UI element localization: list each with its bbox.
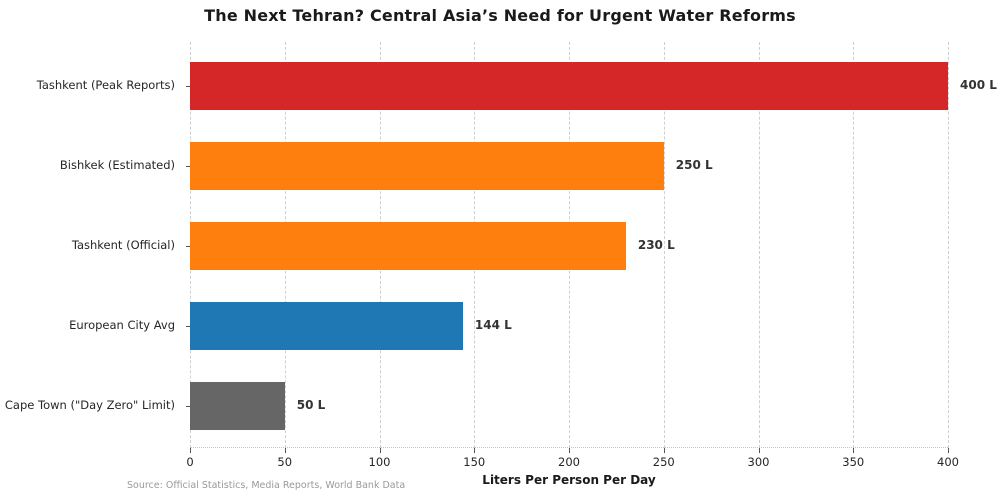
- grid-line: [663, 42, 665, 448]
- grid-line: [853, 42, 855, 448]
- source-note: Source: Official Statistics, Media Repor…: [127, 480, 406, 491]
- x-tick-mark: [663, 448, 665, 453]
- chart-title: The Next Tehran? Central Asia’s Need for…: [204, 6, 796, 25]
- x-tick-label: 200: [558, 455, 580, 469]
- x-tick-mark: [569, 448, 570, 453]
- x-tick-label: 100: [368, 455, 391, 469]
- bar-value-label: 250 L: [675, 158, 713, 172]
- grid-line: [948, 42, 949, 448]
- bar-value-label: 230 L: [637, 238, 675, 252]
- y-tick-label: Bishkek (Estimated): [59, 158, 175, 172]
- x-axis-line: [190, 447, 948, 448]
- x-axis-title: Liters Per Person Per Day: [482, 473, 656, 487]
- x-tick-label: 0: [186, 455, 194, 469]
- x-tick-mark: [948, 448, 949, 453]
- y-tick-mark: [186, 326, 190, 327]
- y-tick-label: Tashkent (Official): [71, 238, 175, 252]
- bar-value-label: 144 L: [474, 318, 512, 332]
- bar: [190, 142, 664, 190]
- bar-value-label: 400 L: [960, 78, 997, 92]
- y-tick-label: Cape Town ("Day Zero" Limit): [4, 398, 175, 412]
- x-tick-label: 150: [463, 455, 486, 469]
- x-tick-label: 350: [842, 455, 865, 469]
- y-tick-mark: [186, 406, 190, 407]
- bar: [190, 382, 285, 430]
- y-tick-label: Tashkent (Peak Reports): [36, 78, 175, 92]
- x-tick-mark: [853, 448, 855, 453]
- x-tick-mark: [758, 448, 760, 453]
- y-tick-mark: [186, 166, 190, 167]
- plot-area: 400 L 250 L 230 L 144 L 50 L: [186, 42, 997, 448]
- bar: [190, 222, 626, 270]
- bar: [190, 302, 463, 350]
- y-tick-mark: [186, 86, 190, 87]
- bar: [190, 62, 948, 110]
- bar-value-label: 50 L: [296, 398, 326, 412]
- x-tick-label: 300: [747, 455, 770, 469]
- y-tick-mark: [186, 246, 190, 247]
- grid-line: [758, 42, 760, 448]
- x-tick-mark: [379, 448, 381, 453]
- x-tick-mark: [190, 448, 191, 453]
- x-tick-label: 400: [937, 455, 959, 469]
- y-tick-label: European City Avg: [69, 318, 175, 332]
- x-tick-label: 50: [277, 455, 293, 469]
- x-tick-label: 250: [652, 455, 675, 469]
- x-tick-mark: [474, 448, 476, 453]
- y-axis-labels: Tashkent (Peak Reports) Bishkek (Estimate…: [0, 42, 183, 448]
- x-tick-mark: [284, 448, 286, 453]
- x-axis-ticks: 0 50 100 150 200 250 300 350 400: [186, 448, 959, 476]
